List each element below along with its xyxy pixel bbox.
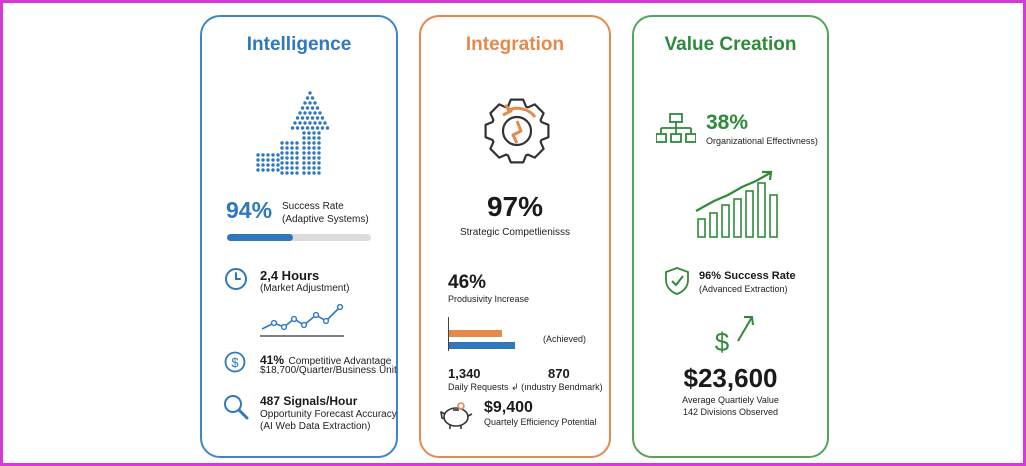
money-label-1: Average Quartiely Value bbox=[682, 395, 779, 405]
advantage-line: 41% Competitive Advantage bbox=[260, 351, 391, 369]
svg-text:$: $ bbox=[715, 327, 730, 355]
integration-title: Integration bbox=[465, 34, 565, 55]
value-creation-card: Value Creation 38% Organizational Effect… bbox=[632, 15, 829, 458]
hours-sub: (Market Adjustment) bbox=[260, 283, 350, 294]
gear-icon bbox=[484, 98, 550, 164]
productivity-label: Produsivity Increase bbox=[448, 294, 530, 304]
savings-label: Quartely Efficiency Potential bbox=[484, 417, 597, 427]
dollar-arrow-icon: $ bbox=[715, 316, 754, 355]
success-progress-bar bbox=[227, 234, 371, 241]
magnifier-icon bbox=[224, 395, 249, 420]
competitiveness-value: 97% bbox=[486, 191, 544, 222]
org-chart-icon bbox=[656, 113, 696, 143]
advantage-label: Competitive Advantage bbox=[288, 356, 392, 367]
dollar-circle-icon: $ bbox=[224, 351, 246, 373]
dotted-arrow-icon bbox=[256, 91, 330, 175]
productivity-value: 46% bbox=[448, 272, 487, 293]
advantage-value: 41% bbox=[260, 353, 285, 367]
success-rate-label: Success Rate bbox=[282, 201, 344, 212]
rate-value: 96% Success Rate bbox=[699, 270, 796, 282]
achieved-label: (Achieved) bbox=[543, 334, 587, 344]
bars-axis bbox=[448, 317, 449, 351]
hours-value: 2,4 Hours bbox=[260, 268, 320, 283]
daily-requests-value: 1,340 bbox=[448, 366, 481, 381]
advantage-sub: $18,700/Quarter/Business Unit bbox=[260, 365, 397, 376]
integration-card: Integration 97% Strategic Competlienisss… bbox=[419, 15, 611, 458]
bar-blue bbox=[449, 342, 515, 349]
signals-sub-1: Opportunity Forecast Accuracy bbox=[260, 409, 397, 420]
success-progress-fill bbox=[227, 234, 294, 241]
success-rate-sub: (Adaptive Systems) bbox=[282, 214, 369, 225]
svg-text:$: $ bbox=[231, 355, 239, 370]
money-value: $23,600 bbox=[683, 363, 778, 393]
org-label: Organizational Effectivness) bbox=[706, 136, 818, 146]
piggy-bank-icon bbox=[440, 402, 473, 429]
savings-value: $9,400 bbox=[484, 399, 533, 416]
trend-line-icon bbox=[260, 303, 344, 337]
shield-check-icon bbox=[665, 267, 689, 295]
comparison-bars bbox=[448, 317, 532, 357]
value-creation-title: Value Creation bbox=[664, 34, 797, 55]
signals-value: 487 Signals/Hour bbox=[260, 394, 358, 408]
growth-bars-icon bbox=[695, 170, 778, 238]
comparison-label: Daily Requests ↲ (ındustry Bendmark) bbox=[448, 382, 603, 392]
signals-sub-2: (AI Web Data Extraction) bbox=[260, 421, 371, 432]
bar-orange bbox=[449, 330, 502, 337]
rate-sub: (Advanced Extraction) bbox=[699, 284, 788, 294]
money-label-2: 142 Divisions Observed bbox=[682, 407, 779, 417]
intelligence-card: Intelligence 94% Success Rate (Adaptive … bbox=[200, 15, 398, 458]
benchmark-value: 870 bbox=[548, 366, 570, 381]
org-value: 38% bbox=[706, 111, 749, 134]
clock-icon bbox=[225, 268, 247, 290]
competitiveness-label: Strategic Competlienisss bbox=[459, 227, 571, 238]
intelligence-title: Intelligence bbox=[246, 34, 352, 55]
success-rate-value: 94% bbox=[226, 197, 273, 223]
